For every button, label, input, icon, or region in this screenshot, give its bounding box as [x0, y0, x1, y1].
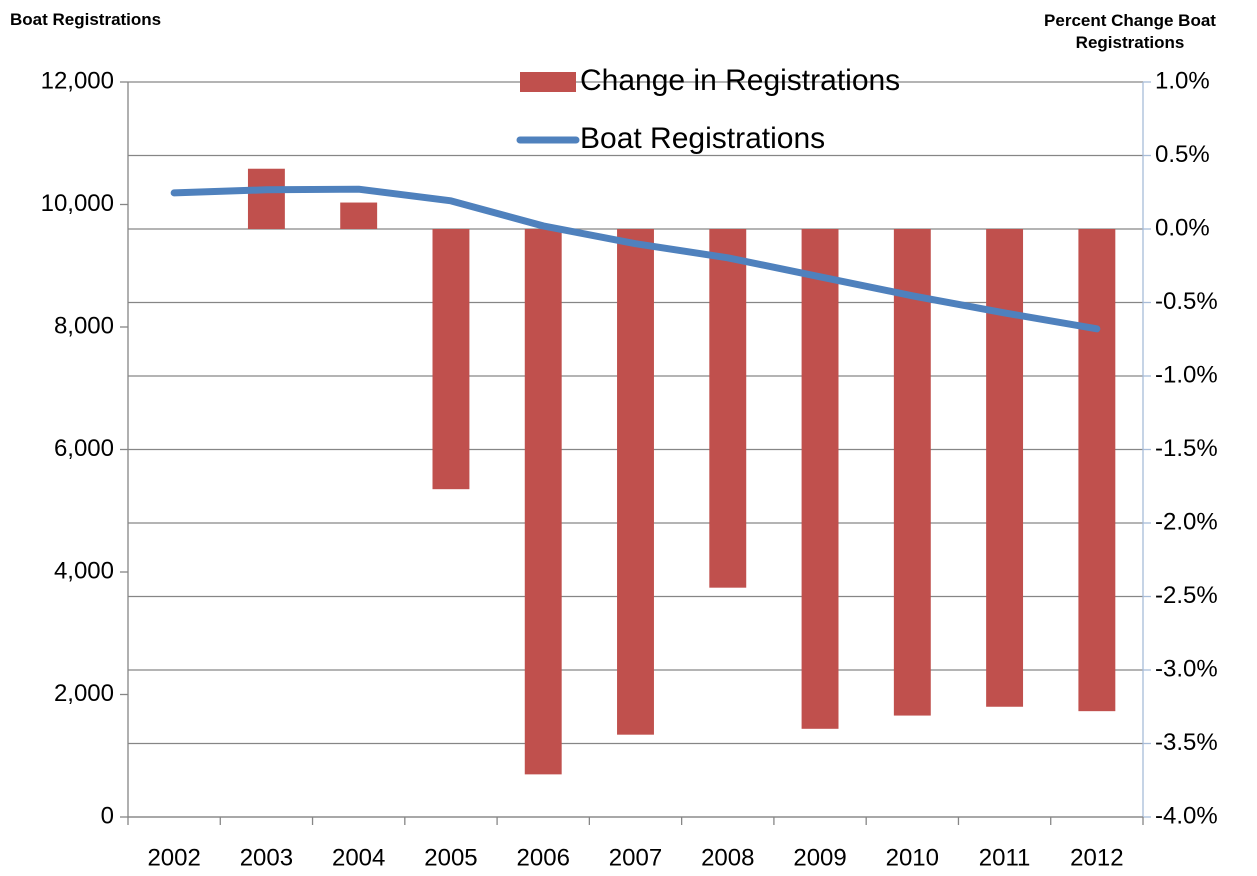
bar — [617, 229, 654, 735]
bar — [247, 168, 285, 229]
y2-tick-label: 0.0% — [1155, 214, 1210, 241]
x-tick-label: 2009 — [793, 844, 846, 871]
bar — [893, 229, 931, 716]
x-tick-label: 2004 — [332, 844, 385, 871]
y2-tick-label: -3.0% — [1155, 655, 1218, 682]
bar — [709, 229, 747, 588]
legend-label: Change in Registrations — [580, 64, 900, 97]
x-tick-label: 2011 — [979, 844, 1031, 871]
legend-swatch — [520, 72, 576, 92]
y2-tick-label: 1.0% — [1155, 67, 1210, 94]
bar — [801, 229, 839, 729]
y2-axis-title: Percent Change Boat Registrations — [1044, 11, 1216, 52]
y2-tick-label: 0.5% — [1155, 141, 1210, 168]
x-tick-label: 2007 — [609, 844, 662, 871]
y-tick-label: 6,000 — [54, 435, 114, 462]
y-tick-label: 4,000 — [54, 557, 114, 584]
x-tick-label: 2006 — [517, 844, 570, 871]
y2-tick-label: -4.0% — [1155, 802, 1218, 829]
x-tick-label: 2003 — [240, 844, 293, 871]
y2-tick-label: -3.5% — [1155, 729, 1218, 756]
bar — [1078, 229, 1116, 712]
y2-tick-label: -2.0% — [1155, 508, 1218, 535]
x-tick-label: 2010 — [886, 844, 939, 871]
y-tick-label: 10,000 — [41, 190, 114, 217]
x-tick-label: 2008 — [701, 844, 754, 871]
y-tick-label: 2,000 — [54, 680, 114, 707]
bar — [524, 229, 562, 775]
y2-tick-label: -1.0% — [1155, 361, 1218, 388]
bar — [340, 202, 378, 229]
x-tick-label: 2002 — [147, 844, 200, 871]
y-tick-label: 12,000 — [41, 67, 114, 94]
y2-tick-label: -2.5% — [1155, 582, 1218, 609]
line — [170, 185, 1101, 333]
bar — [432, 229, 470, 490]
y2-tick-label: -1.5% — [1155, 435, 1218, 462]
y-axis-title: Boat Registrations — [10, 10, 162, 29]
bar — [986, 229, 1024, 707]
y2-tick-label: -0.5% — [1155, 288, 1218, 315]
legend-label: Boat Registrations — [580, 122, 825, 155]
x-tick-label: 2005 — [424, 844, 477, 871]
y-tick-label: 0 — [101, 802, 114, 829]
x-tick-label: 2012 — [1070, 844, 1123, 871]
y-tick-label: 8,000 — [54, 312, 114, 339]
